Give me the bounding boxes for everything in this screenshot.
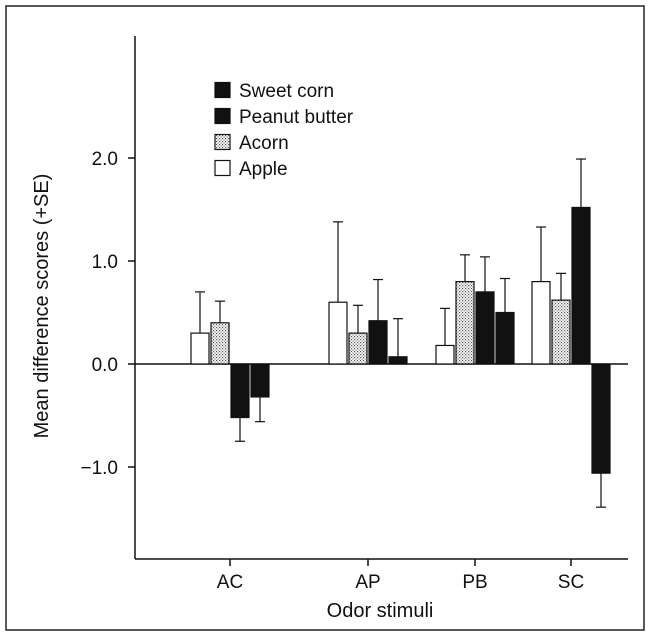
y-tick-label: 0.0 (92, 355, 118, 376)
x-tick-label: AC (217, 572, 243, 593)
bar (572, 207, 590, 364)
legend-swatch (215, 161, 230, 176)
x-tick-label: PB (462, 572, 487, 593)
bar (349, 333, 367, 364)
legend: Sweet corn Peanut butter Acorn Apple (215, 81, 354, 180)
bar (329, 302, 347, 364)
y-tick-label: −1.0 (80, 458, 118, 479)
legend-label: Sweet corn (239, 81, 334, 102)
bar (496, 313, 514, 365)
legend-swatch (215, 135, 230, 150)
bar (532, 282, 550, 364)
legend-swatch (215, 109, 230, 124)
bar (592, 364, 610, 473)
x-tick-label: AP (355, 572, 380, 593)
y-tick-label: 1.0 (92, 252, 118, 273)
x-tick-label: SC (558, 572, 584, 593)
legend-swatch (215, 83, 230, 98)
bar (251, 364, 269, 397)
bar (369, 321, 387, 364)
bar (436, 345, 454, 364)
y-axis-label: Mean difference scores (+SE) (31, 174, 53, 439)
legend-label: Acorn (239, 133, 289, 154)
bar (231, 364, 249, 418)
y-tick-label: 2.0 (92, 149, 118, 170)
legend-label: Peanut butter (239, 107, 354, 128)
legend-label: Apple (239, 159, 288, 180)
bar (552, 300, 570, 364)
plot-area: 2.0 1.0 0.0 −1.0 AC AP PB SC (80, 36, 628, 593)
x-axis-label: Odor stimuli (327, 600, 434, 622)
bar (211, 323, 229, 364)
bar (476, 292, 494, 364)
bar (191, 333, 209, 364)
bar (389, 357, 407, 364)
bar (456, 282, 474, 364)
